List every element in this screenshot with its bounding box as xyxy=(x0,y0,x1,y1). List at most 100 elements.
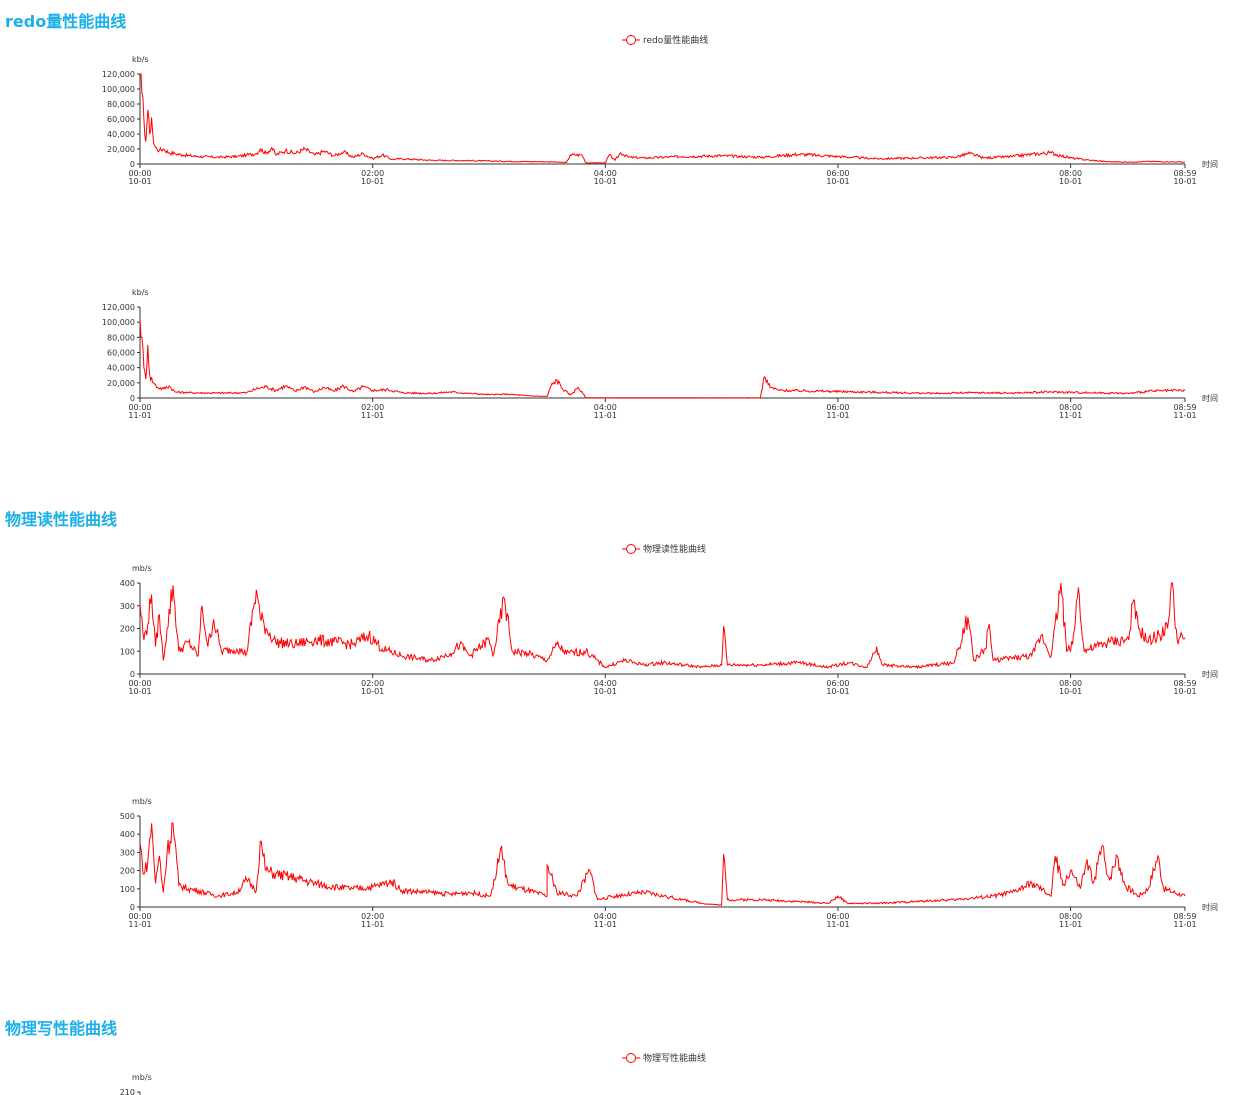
x-tick-time: 00:00 xyxy=(128,679,151,688)
x-tick-time: 08:59 xyxy=(1173,403,1196,412)
y-tick-label: 120,000 xyxy=(102,303,135,312)
y-tick-label: 0 xyxy=(130,903,135,912)
x-tick-time: 06:00 xyxy=(826,169,849,178)
x-tick-date: 11-01 xyxy=(826,411,849,420)
y-tick-label: 100 xyxy=(120,647,135,656)
x-tick-date: 11-01 xyxy=(826,920,849,929)
x-axis-label: 时间 xyxy=(1202,669,1218,679)
legend-label: 物理读性能曲线 xyxy=(643,543,706,555)
x-tick-date: 10-01 xyxy=(826,177,849,186)
x-tick-time: 04:00 xyxy=(594,679,617,688)
x-tick-time: 02:00 xyxy=(361,679,384,688)
redo-chart-oct: kb/s 120,000 100,000 80,000 60,000 40,000 20,0… xyxy=(102,55,1218,186)
y-tick-label: 400 xyxy=(120,830,135,839)
y-tick-label: 200 xyxy=(120,625,135,634)
y-tick-label: 20,000 xyxy=(107,145,135,154)
section-title-physical-read: 物理读性能曲线 xyxy=(5,510,118,529)
y-tick-label: 60,000 xyxy=(107,349,135,358)
series-line xyxy=(139,318,1186,399)
y-tick-label: 0 xyxy=(130,670,135,679)
x-tick-time: 08:00 xyxy=(1059,403,1082,412)
legend-physical-write[interactable]: 物理写性能曲线 xyxy=(0,1050,1258,1066)
x-tick-time: 02:00 xyxy=(361,403,384,412)
y-tick-label: 0 xyxy=(130,394,135,403)
x-tick-date: 10-01 xyxy=(1059,177,1082,186)
x-tick-date: 10-01 xyxy=(128,177,151,186)
x-tick-time: 00:00 xyxy=(128,403,151,412)
x-tick-time: 00:00 xyxy=(128,169,151,178)
series-line xyxy=(139,72,1186,164)
x-tick-time: 04:00 xyxy=(594,912,617,921)
y-tick-label: 100,000 xyxy=(102,318,135,327)
x-axis-label: 时间 xyxy=(1202,159,1218,169)
x-tick-date: 10-01 xyxy=(128,687,151,696)
x-tick-time: 08:00 xyxy=(1059,679,1082,688)
x-tick-date: 11-01 xyxy=(361,920,384,929)
legend-label: redo量性能曲线 xyxy=(643,34,708,46)
x-tick-date: 11-01 xyxy=(1059,920,1082,929)
x-tick-date: 11-01 xyxy=(128,411,151,420)
y-tick-label: 40,000 xyxy=(107,130,135,139)
y-tick-label: 60,000 xyxy=(107,115,135,124)
y-tick-label: 210 xyxy=(120,1088,135,1095)
x-tick-time: 08:00 xyxy=(1059,912,1082,921)
legend-redo[interactable]: redo量性能曲线 xyxy=(0,32,1258,48)
x-tick-date: 10-01 xyxy=(361,687,384,696)
physical-read-chart-nov: mb/s500400300200100000:0011-0102:0011-01… xyxy=(120,797,1218,929)
x-tick-date: 10-01 xyxy=(826,687,849,696)
x-axis-label: 时间 xyxy=(1202,393,1218,403)
y-tick-label: 400 xyxy=(120,579,135,588)
x-tick-time: 06:00 xyxy=(826,403,849,412)
y-unit-label: mb/s xyxy=(132,564,152,573)
x-tick-date: 10-01 xyxy=(594,177,617,186)
y-tick-label: 100 xyxy=(120,885,135,894)
physical-read-chart-oct: mb/s400300200100000:0010-0102:0010-0104:… xyxy=(120,564,1218,696)
y-tick-label: 0 xyxy=(130,160,135,169)
legend-label: 物理写性能曲线 xyxy=(643,1052,706,1064)
y-unit-label: kb/s xyxy=(132,55,149,64)
x-tick-date: 11-01 xyxy=(594,411,617,420)
x-tick-time: 02:00 xyxy=(361,912,384,921)
x-tick-time: 06:00 xyxy=(826,912,849,921)
series-line xyxy=(139,822,1186,906)
section-title-physical-write: 物理写性能曲线 xyxy=(5,1019,118,1038)
x-tick-time: 04:00 xyxy=(594,403,617,412)
y-unit-label: mb/s xyxy=(132,1073,152,1082)
y-tick-label: 500 xyxy=(120,812,135,821)
x-tick-date: 11-01 xyxy=(361,411,384,420)
x-tick-time: 08:59 xyxy=(1173,912,1196,921)
y-tick-label: 80,000 xyxy=(107,333,135,342)
x-tick-date: 11-01 xyxy=(594,920,617,929)
y-tick-label: 120,000 xyxy=(102,70,135,79)
y-tick-label: 20,000 xyxy=(107,379,135,388)
y-tick-label: 200 xyxy=(120,867,135,876)
redo-chart-nov: kb/s 120,000 100,000 80,000 60,000 40,000 20,0… xyxy=(102,288,1218,420)
series-line xyxy=(139,582,1186,670)
y-tick-label: 100,000 xyxy=(102,85,135,94)
x-tick-date: 11-01 xyxy=(1173,411,1196,420)
y-unit-label: mb/s xyxy=(132,797,152,806)
x-tick-date: 11-01 xyxy=(1059,411,1082,420)
x-tick-date: 10-01 xyxy=(1173,177,1196,186)
legend-physical-read[interactable]: 物理读性能曲线 xyxy=(0,541,1258,557)
x-tick-date: 11-01 xyxy=(1173,920,1196,929)
x-axis-label: 时间 xyxy=(1202,902,1218,912)
y-unit-label: kb/s xyxy=(132,288,149,297)
x-tick-time: 08:59 xyxy=(1173,169,1196,178)
x-tick-time: 08:59 xyxy=(1173,679,1196,688)
y-tick-label: 300 xyxy=(120,848,135,857)
y-tick-label: 40,000 xyxy=(107,364,135,373)
legend-circle-icon xyxy=(626,1053,636,1063)
x-tick-time: 02:00 xyxy=(361,169,384,178)
x-tick-time: 00:00 xyxy=(128,912,151,921)
section-title-redo: redo量性能曲线 xyxy=(5,12,127,31)
x-tick-time: 06:00 xyxy=(826,679,849,688)
legend-circle-icon xyxy=(626,35,636,45)
y-tick-label: 300 xyxy=(120,602,135,611)
y-tick-label: 80,000 xyxy=(107,100,135,109)
x-tick-date: 10-01 xyxy=(1173,687,1196,696)
x-tick-date: 10-01 xyxy=(594,687,617,696)
x-tick-date: 11-01 xyxy=(128,920,151,929)
x-tick-time: 08:00 xyxy=(1059,169,1082,178)
